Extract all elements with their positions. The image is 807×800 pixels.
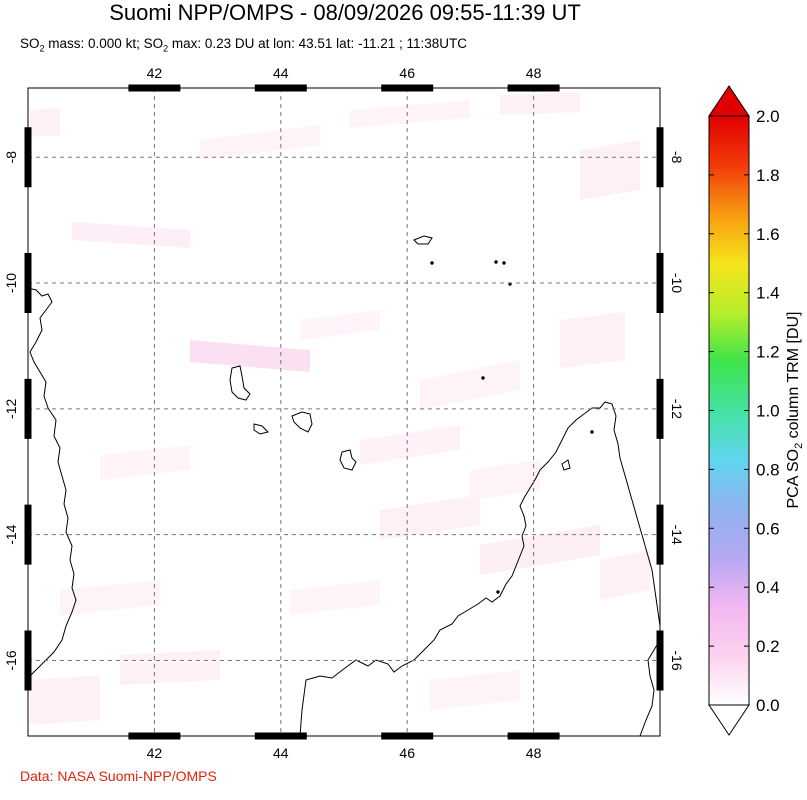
- colorbar-label: 1.4: [756, 284, 780, 303]
- so2-patch: [600, 550, 650, 600]
- island-nosy-be: [561, 459, 571, 471]
- lon-tick-label-bottom: 48: [526, 745, 542, 761]
- lon-tick-label-top: 46: [399, 65, 415, 81]
- lat-tick-label-left: -8: [3, 151, 19, 164]
- lat-tick-label-left: -14: [3, 524, 19, 544]
- islet: [496, 590, 500, 594]
- colorbar-label: 0.6: [756, 519, 780, 538]
- so2-patch: [430, 670, 520, 710]
- lon-tick-label-bottom: 42: [147, 745, 163, 761]
- lat-tick-label-left: -16: [3, 650, 19, 670]
- islet: [590, 430, 594, 434]
- coastline-madagascar-south-east: [639, 639, 660, 736]
- colorbar-title: PCA SO2 column TRM [DU]: [785, 312, 805, 509]
- so2-patch: [120, 650, 220, 685]
- so2-patch: [470, 460, 540, 500]
- so2-patch: [30, 108, 60, 137]
- so2-patch: [72, 222, 190, 248]
- so2-patch: [480, 525, 600, 575]
- coastline-madagascar: [299, 401, 660, 736]
- lat-tick-label-right: -12: [669, 399, 685, 419]
- so2-patch: [380, 495, 480, 540]
- lat-tick-label-right: -14: [669, 525, 685, 545]
- map-subtitle: SO2 mass: 0.000 kt; SO2 max: 0.23 DU at …: [20, 36, 467, 54]
- island-grande-comore: [229, 365, 251, 401]
- lat-tick-label-left: -10: [3, 273, 19, 293]
- colorbar: 0.0 0.2 0.4 0.6 0.8 1.0 1.2 1.4 1.6 1.8 2.0 PCA SO…: [708, 85, 805, 736]
- so2-patch: [360, 425, 460, 465]
- colorbar-over-arrow: [708, 85, 750, 117]
- island-anjouan: [291, 411, 313, 433]
- lat-tick-label-right: -8: [669, 151, 685, 164]
- colorbar-ticks: [709, 115, 749, 706]
- so2-patch: [350, 100, 470, 128]
- data-credit: Data: NASA Suomi-NPP/OMPS: [20, 768, 217, 784]
- colorbar-under-arrow: [708, 704, 750, 736]
- map-title: Suomi NPP/OMPS - 08/09/2026 09:55-11:39 …: [109, 0, 581, 25]
- island-glorioso: [413, 235, 433, 245]
- colorbar-label: 1.6: [756, 225, 780, 244]
- colorbar-body: [708, 115, 750, 706]
- so2-patch: [60, 580, 160, 615]
- colorbar-labels: 0.0 0.2 0.4 0.6 0.8 1.0 1.2 1.4 1.6 1.8 2.0: [756, 107, 780, 715]
- coastlines: [28, 235, 660, 736]
- lon-tick-label-bottom: 46: [399, 745, 415, 761]
- colorbar-label: 2.0: [756, 107, 780, 126]
- axis-tick-labels: 42 42 44 44 46 46 48 48 -8 -8 -10 -10 -12 -12 -14 -14 -1…: [3, 65, 685, 761]
- island-mayotte: [339, 449, 357, 471]
- islet: [481, 376, 485, 380]
- map-frame-border: [27, 87, 661, 737]
- lon-tick-label-bottom: 44: [273, 745, 289, 761]
- lat-tick-label-right: -10: [669, 273, 685, 293]
- islet: [502, 261, 506, 265]
- colorbar-label: 1.0: [756, 402, 780, 421]
- islet: [494, 260, 498, 264]
- gridlines: [28, 88, 660, 736]
- colorbar-label: 0.2: [756, 637, 780, 656]
- so2-patch: [500, 92, 580, 115]
- colorbar-label: 0.8: [756, 460, 780, 479]
- so2-patch: [420, 360, 520, 410]
- so2-patch: [190, 340, 310, 372]
- so2-patch: [290, 580, 380, 615]
- lat-tick-label-right: -16: [669, 650, 685, 670]
- colorbar-label: 0.4: [756, 578, 780, 597]
- coastline-africa: [28, 287, 77, 679]
- colorbar-label: 0.0: [756, 696, 780, 715]
- so2-patch: [200, 125, 320, 160]
- so2-patch: [300, 310, 380, 340]
- colorbar-label: 1.2: [756, 343, 780, 362]
- so2-patch: [560, 312, 625, 368]
- islet: [430, 261, 434, 265]
- map-frame-background: [28, 88, 660, 736]
- lat-tick-label-left: -12: [3, 399, 19, 419]
- lon-tick-label-top: 48: [526, 65, 542, 81]
- lon-tick-label-top: 44: [273, 65, 289, 81]
- so2-patch: [580, 140, 640, 200]
- island-moheli: [253, 423, 269, 435]
- so2-patch: [100, 445, 190, 480]
- colorbar-label: 1.8: [756, 166, 780, 185]
- so2-patch: [30, 675, 100, 725]
- lon-tick-label-top: 42: [147, 65, 163, 81]
- so2-swath-patches: [30, 92, 650, 725]
